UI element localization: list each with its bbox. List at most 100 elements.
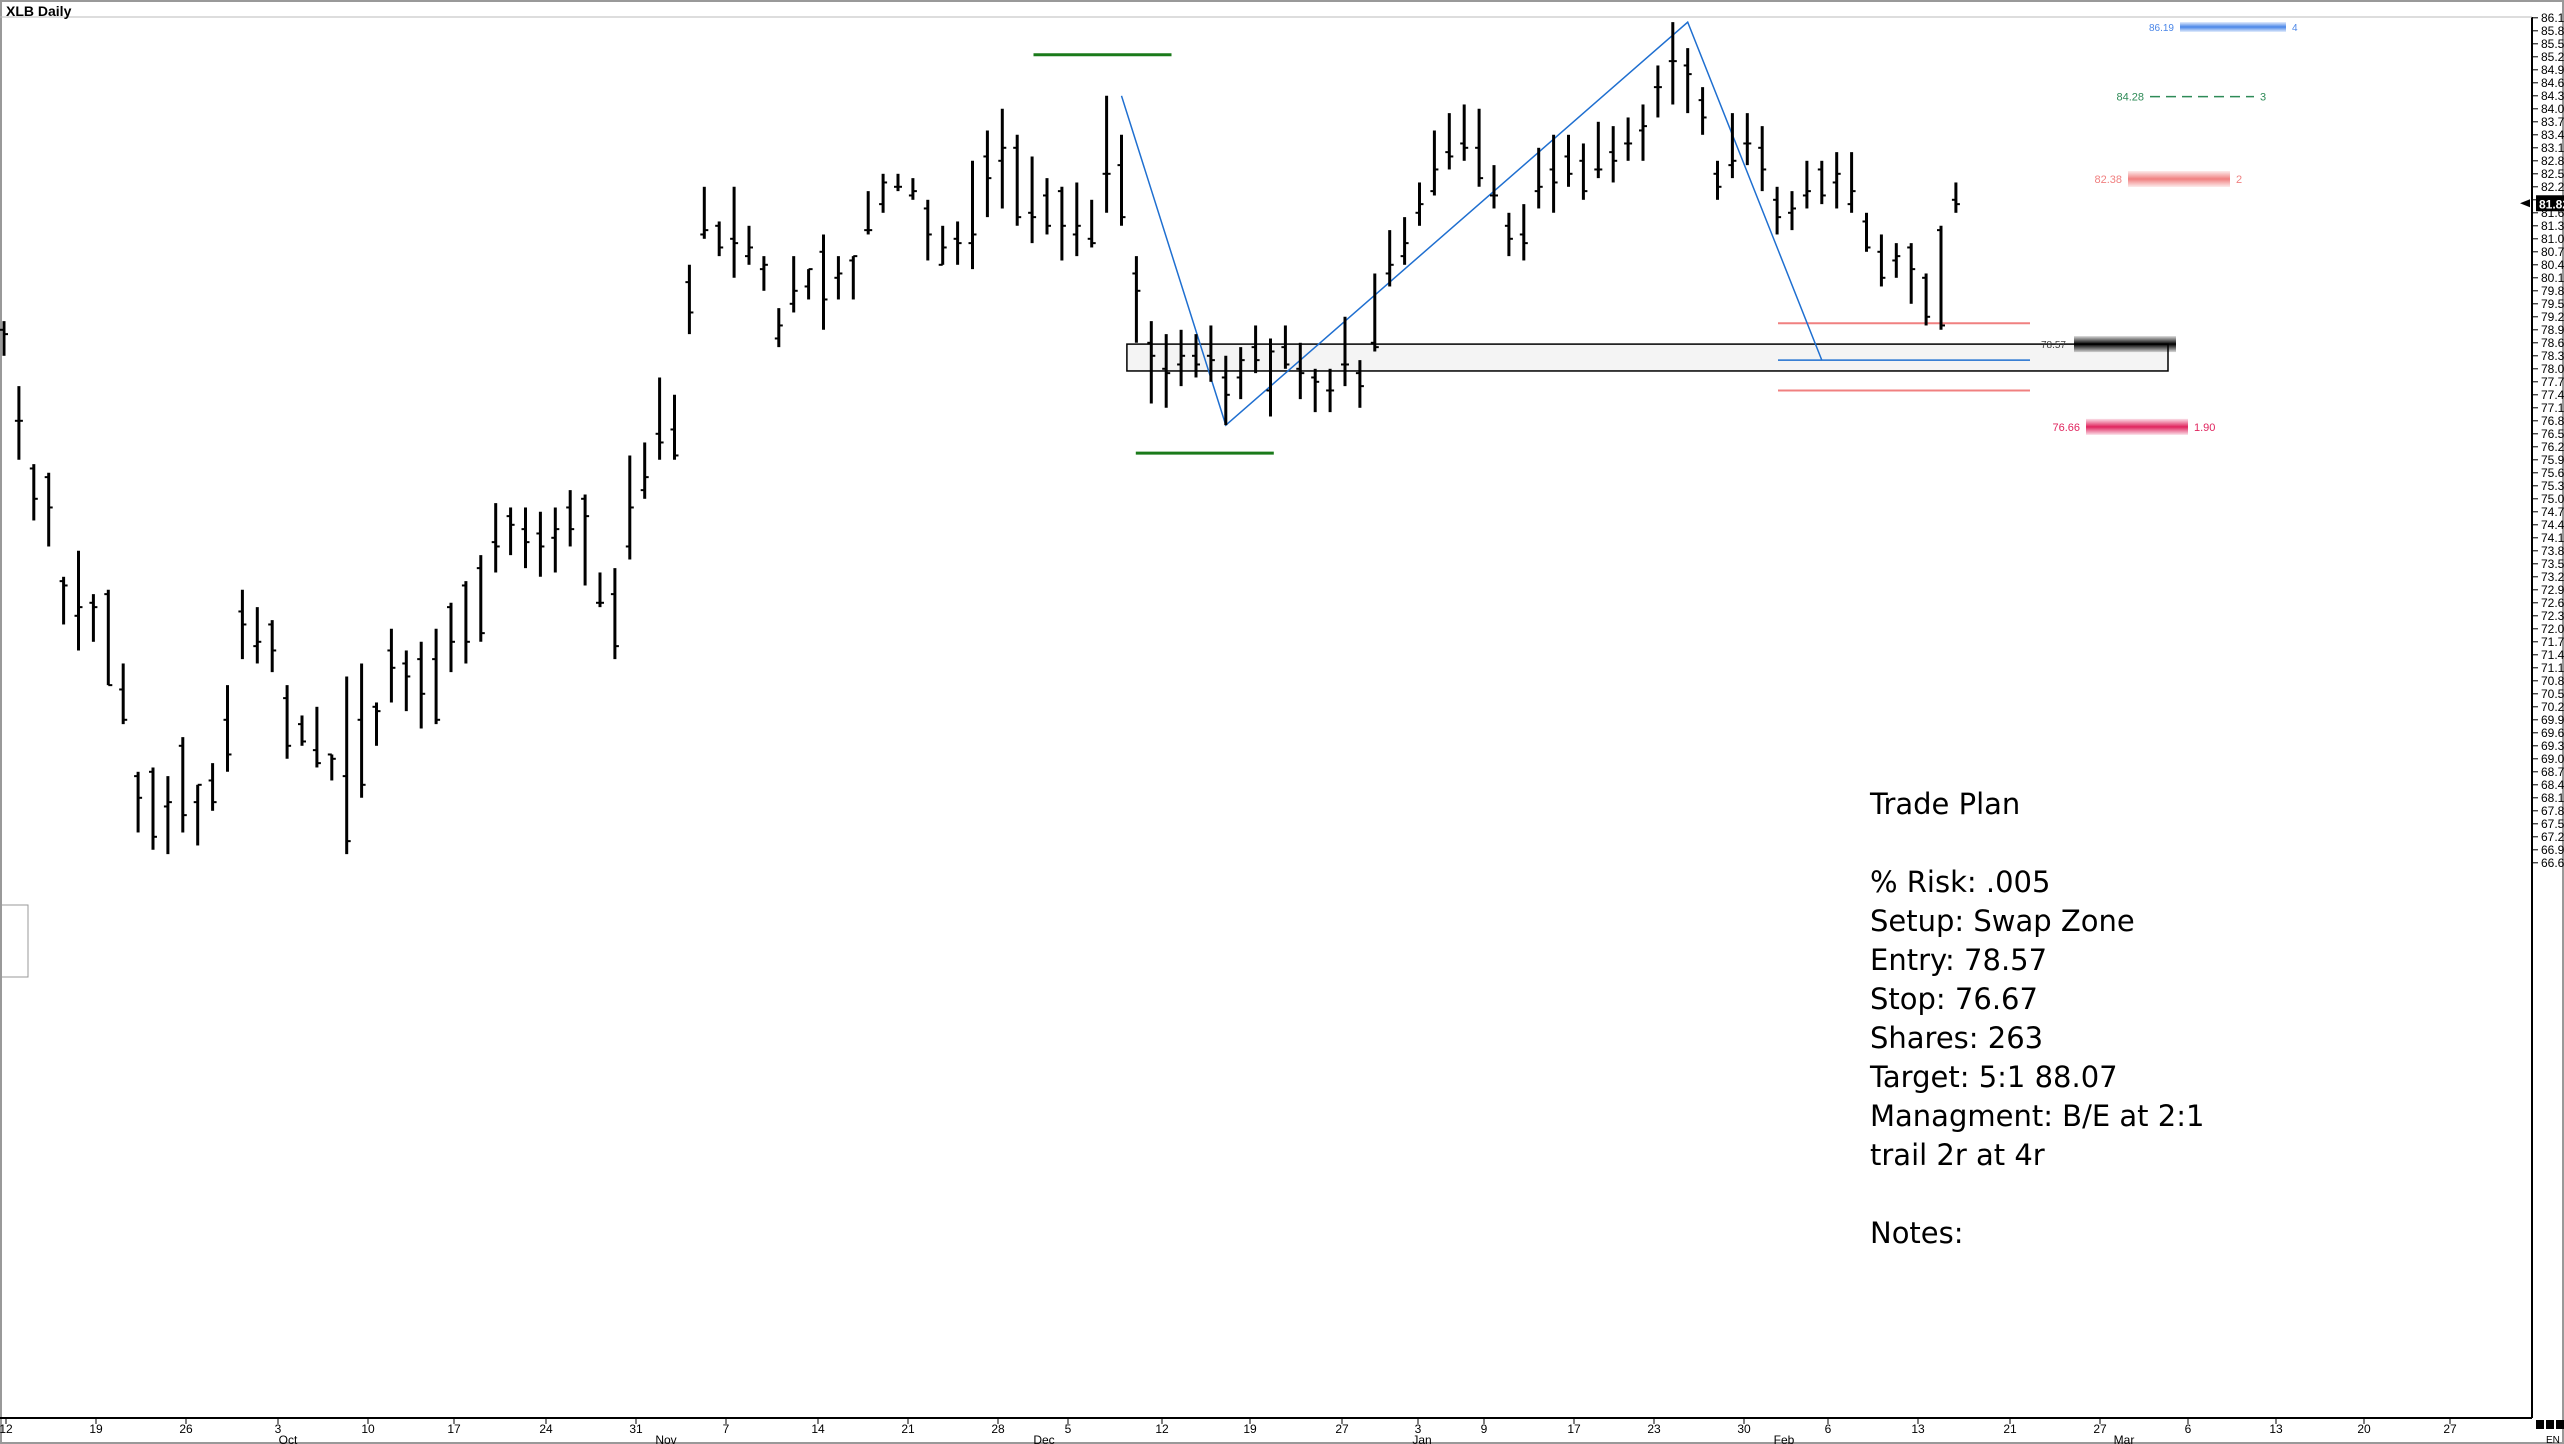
ohlc-bar bbox=[1713, 160, 1722, 200]
y-tick-label: 71.40 bbox=[2541, 648, 2564, 662]
y-tick-label: 67.80 bbox=[2541, 804, 2564, 818]
y-tick-label: 82.20 bbox=[2541, 180, 2564, 194]
corner-button-1[interactable] bbox=[2536, 1420, 2544, 1429]
ohlc-bar bbox=[193, 783, 202, 846]
ohlc-bar bbox=[1862, 212, 1871, 252]
swing-lines bbox=[1120, 20, 1823, 427]
x-month-label: Jan bbox=[1412, 1433, 1431, 1444]
y-tick-label: 74.40 bbox=[2541, 518, 2564, 532]
ohlc-bar bbox=[1892, 243, 1901, 278]
ohlc-bar bbox=[1534, 147, 1543, 209]
x-tick-label: 13 bbox=[1911, 1422, 1925, 1436]
ohlc-bar bbox=[1355, 360, 1364, 408]
x-month-label: Feb bbox=[1774, 1433, 1795, 1444]
target-2-label: 82.38 bbox=[2094, 174, 2122, 186]
price-axis: 86.1085.8085.5085.2084.9084.6084.3084.00… bbox=[2532, 11, 2564, 870]
ohlc-bar bbox=[1445, 113, 1454, 170]
ohlc-bar bbox=[1221, 355, 1230, 426]
ohlc-bar bbox=[1266, 338, 1275, 417]
y-tick-label: 69.90 bbox=[2541, 713, 2564, 727]
y-tick-label: 70.80 bbox=[2541, 674, 2564, 688]
ohlc-bar bbox=[521, 507, 530, 569]
ohlc-bar bbox=[312, 706, 321, 768]
y-tick-label: 70.20 bbox=[2541, 700, 2564, 714]
x-tick-label: 6 bbox=[1825, 1422, 1832, 1436]
ohlc-bar bbox=[685, 264, 694, 335]
y-tick-label: 84.60 bbox=[2541, 76, 2564, 90]
ohlc-bar bbox=[1504, 212, 1513, 257]
x-month-label: Nov bbox=[655, 1433, 676, 1444]
ohlc-bar bbox=[432, 628, 441, 725]
corner-button-2[interactable] bbox=[2546, 1420, 2554, 1429]
y-tick-label: 84.30 bbox=[2541, 89, 2564, 103]
target-3-label: 84.28 bbox=[2116, 92, 2144, 104]
ohlc-bar bbox=[342, 676, 351, 855]
y-tick-label: 78.90 bbox=[2541, 323, 2564, 337]
x-tick-label: 7 bbox=[723, 1422, 730, 1436]
ohlc-bar bbox=[1609, 126, 1618, 183]
ohlc-bar bbox=[1400, 217, 1409, 265]
ohlc-bar bbox=[1072, 182, 1081, 257]
ohlc-bar bbox=[1683, 48, 1692, 114]
corner-button-3[interactable] bbox=[2556, 1420, 2564, 1429]
y-tick-label: 85.50 bbox=[2541, 37, 2564, 51]
ohlc-bar bbox=[1370, 273, 1379, 352]
ohlc-bar bbox=[29, 464, 38, 521]
ohlc-bar bbox=[640, 442, 649, 499]
y-tick-label: 70.50 bbox=[2541, 687, 2564, 701]
pivot-markers bbox=[1033, 53, 1274, 455]
ohlc-bar bbox=[1206, 325, 1215, 382]
target-3-r: 3 bbox=[2260, 92, 2266, 104]
y-tick-label: 83.70 bbox=[2541, 115, 2564, 129]
ohlc-bar bbox=[163, 776, 172, 855]
ohlc-bar bbox=[1341, 316, 1349, 387]
x-tick-label: 17 bbox=[1567, 1422, 1581, 1436]
y-tick-label: 84.90 bbox=[2541, 63, 2564, 77]
x-tick-label: 6 bbox=[2185, 1422, 2192, 1436]
y-tick-label: 77.10 bbox=[2541, 401, 2564, 415]
ohlc-bar bbox=[1653, 65, 1662, 118]
trade-plan-spacer bbox=[1870, 824, 2204, 863]
x-tick-label: 27 bbox=[2443, 1422, 2457, 1436]
ohlc-bar bbox=[1162, 334, 1171, 408]
y-tick-label: 77.40 bbox=[2541, 388, 2564, 402]
y-tick-label: 72.90 bbox=[2541, 583, 2564, 597]
y-tick-label: 69.30 bbox=[2541, 739, 2564, 753]
ohlc-bar bbox=[447, 602, 455, 673]
ohlc-bar bbox=[44, 472, 53, 547]
corner-controls[interactable]: EN bbox=[2536, 1420, 2564, 1444]
ohlc-bar bbox=[1236, 347, 1245, 400]
y-tick-label: 73.50 bbox=[2541, 557, 2564, 571]
ohlc-bar bbox=[149, 767, 157, 850]
ohlc-bar bbox=[864, 191, 873, 235]
x-tick-label: 13 bbox=[2269, 1422, 2283, 1436]
ohlc-bar bbox=[89, 594, 98, 642]
ohlc-bar bbox=[1519, 204, 1528, 261]
y-tick-label: 72.30 bbox=[2541, 609, 2564, 623]
ohlc-bar bbox=[715, 221, 724, 257]
y-tick-label: 68.70 bbox=[2541, 765, 2564, 779]
x-tick-label: 21 bbox=[2003, 1422, 2017, 1436]
y-tick-label: 73.80 bbox=[2541, 544, 2564, 558]
ohlc-bar bbox=[223, 685, 232, 772]
y-tick-label: 82.50 bbox=[2541, 167, 2564, 181]
ohlc-bar bbox=[104, 589, 113, 687]
trade-plan-panel: Trade Plan % Risk: .005 Setup: Swap Zone… bbox=[1870, 785, 2204, 1253]
ohlc-bar bbox=[268, 620, 277, 673]
ohlc-bar bbox=[1698, 87, 1707, 135]
time-axis: 12 19 26 3 10 17 24 31 7 14 21 28 5 12 19 27 3 9 17 23 30 6 13… bbox=[0, 1418, 2457, 1444]
y-tick-label: 80.10 bbox=[2541, 271, 2564, 285]
ohlc-bar bbox=[1579, 143, 1588, 200]
target-2-r: 2 bbox=[2236, 174, 2242, 186]
y-tick-label: 86.10 bbox=[2541, 11, 2564, 25]
ohlc-bar bbox=[1817, 160, 1826, 205]
ohlc-bar bbox=[1847, 152, 1856, 213]
y-tick-label: 67.50 bbox=[2541, 817, 2564, 831]
ohlc-bar bbox=[596, 572, 604, 608]
ohlc-bar bbox=[1057, 186, 1066, 261]
ohlc-bar bbox=[908, 178, 917, 200]
ohlc-bar bbox=[208, 763, 217, 811]
ohlc-bar bbox=[134, 771, 143, 833]
ohlc-bar bbox=[1624, 117, 1633, 161]
x-tick-label: 28 bbox=[991, 1422, 1005, 1436]
